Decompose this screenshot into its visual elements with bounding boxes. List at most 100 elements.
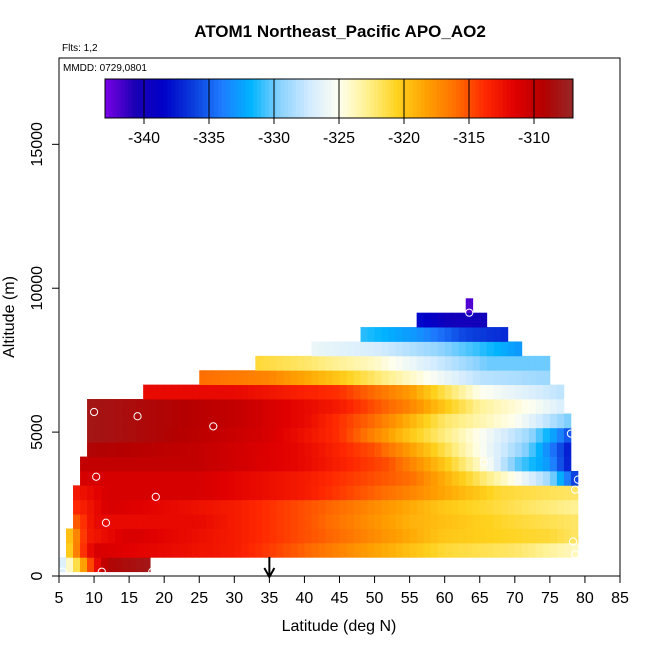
heatmap-cell <box>381 542 389 558</box>
heatmap-cell <box>388 456 396 472</box>
heatmap-cell <box>276 528 284 544</box>
heatmap-cell <box>276 470 284 486</box>
heatmap-cell <box>479 413 488 429</box>
arrow-head <box>263 567 276 580</box>
heatmap-cell <box>444 542 453 558</box>
heatmap-cell <box>318 470 326 486</box>
heatmap-cell <box>451 327 460 342</box>
colorbar-swatch <box>420 79 426 118</box>
heatmap-cell <box>514 427 523 443</box>
heatmap-cell <box>381 442 389 457</box>
heatmap-cell <box>374 341 382 357</box>
x-tick-label: 60 <box>436 590 454 607</box>
heatmap-cell <box>332 399 340 414</box>
heatmap-cell <box>374 528 382 544</box>
heatmap-cell <box>451 542 460 558</box>
heatmap-cell <box>304 413 312 429</box>
colorbar-swatch <box>491 79 496 118</box>
heatmap-cell <box>395 485 404 501</box>
heatmap-cell <box>129 514 137 529</box>
heatmap-cell <box>262 514 270 529</box>
heatmap-cell <box>500 370 509 386</box>
heatmap-cell <box>528 456 537 472</box>
heatmap-cell <box>437 341 446 357</box>
heatmap-cell <box>311 399 319 414</box>
heatmap-cell <box>199 370 207 386</box>
heatmap-cell <box>87 470 95 486</box>
colorbar-swatch <box>128 79 133 118</box>
heatmap-cell <box>234 499 242 515</box>
heatmap-cell <box>108 499 116 515</box>
heatmap-cell <box>87 485 95 501</box>
heatmap-cell <box>262 370 270 386</box>
heatmap-cell <box>549 399 558 414</box>
colorbar-tick-label: -330 <box>258 130 290 147</box>
heatmap-cell <box>367 370 375 386</box>
colorbar-swatch <box>362 79 367 118</box>
heatmap-cell <box>66 528 74 544</box>
x-axis: 5 10 15 20 25 30 35 40 45 50 55 60 65 70 75 80 85 <box>55 576 629 607</box>
colorbar-swatch <box>335 79 340 118</box>
heatmap-cell <box>353 485 361 501</box>
heatmap-cell <box>255 499 263 515</box>
heatmap-cell <box>318 485 326 501</box>
heatmap-cell <box>227 499 235 515</box>
heatmap-cell <box>276 355 284 371</box>
heatmap-cell <box>290 470 298 486</box>
y-axis: 0 5000 10000 15000 <box>29 122 59 580</box>
heatmap-cell <box>192 514 200 529</box>
heatmap-cell <box>283 399 291 414</box>
heatmap-cell <box>514 341 523 357</box>
colorbar-swatch <box>257 79 262 118</box>
heatmap-cell <box>332 470 340 486</box>
colorbar-swatch <box>444 79 449 118</box>
heatmap-cell <box>248 528 256 544</box>
colorbar-swatch <box>264 79 270 118</box>
heatmap-cell <box>395 327 404 342</box>
heatmap-cell <box>332 442 340 457</box>
heatmap-cell <box>451 514 460 529</box>
heatmap-cell <box>171 384 179 400</box>
heatmap-cell <box>339 413 347 429</box>
heatmap-cell <box>493 370 502 386</box>
heatmap-cell <box>297 413 305 429</box>
heatmap-cell <box>465 456 474 472</box>
heatmap-cell <box>276 370 284 386</box>
heatmap-cell <box>73 485 81 501</box>
heatmap-cell <box>556 442 565 457</box>
heatmap-cell <box>409 384 418 400</box>
heatmap-cell <box>437 485 446 501</box>
heatmap-cell <box>479 355 488 371</box>
heatmap-cell <box>199 442 207 457</box>
colorbar-swatch <box>288 79 293 118</box>
colorbar-swatch <box>456 79 461 118</box>
heatmap-cell <box>185 442 193 457</box>
heatmap-cell <box>556 485 565 501</box>
heatmap-cell <box>437 384 446 400</box>
heatmap-cell <box>136 399 144 414</box>
heatmap-cell <box>472 499 481 515</box>
heatmap-cell <box>150 427 158 443</box>
heatmap-cell <box>87 499 95 515</box>
heatmap-cell <box>395 413 404 429</box>
colorbar-tick-label: -320 <box>388 130 420 147</box>
heatmap-cell <box>276 442 284 457</box>
heatmap-cell <box>234 542 242 558</box>
heatmap-cell <box>479 327 488 342</box>
heatmap-cell <box>101 399 109 414</box>
heatmap-cell <box>318 399 326 414</box>
heatmap-cell <box>199 528 207 544</box>
heatmap-cell <box>262 442 270 457</box>
heatmap-cell <box>122 427 130 443</box>
heatmap-cell <box>416 399 425 414</box>
heatmap-cell <box>192 499 200 515</box>
colorbar-swatch <box>346 79 352 118</box>
heatmap-cell <box>521 370 530 386</box>
heatmap-cell <box>423 355 432 371</box>
heatmap-cell <box>108 399 116 414</box>
x-tick-label: 50 <box>366 590 384 607</box>
heatmap-cell <box>444 341 453 357</box>
heatmap-cell <box>157 427 165 443</box>
heatmap-cell <box>213 485 221 501</box>
heatmap-cell <box>108 528 116 544</box>
